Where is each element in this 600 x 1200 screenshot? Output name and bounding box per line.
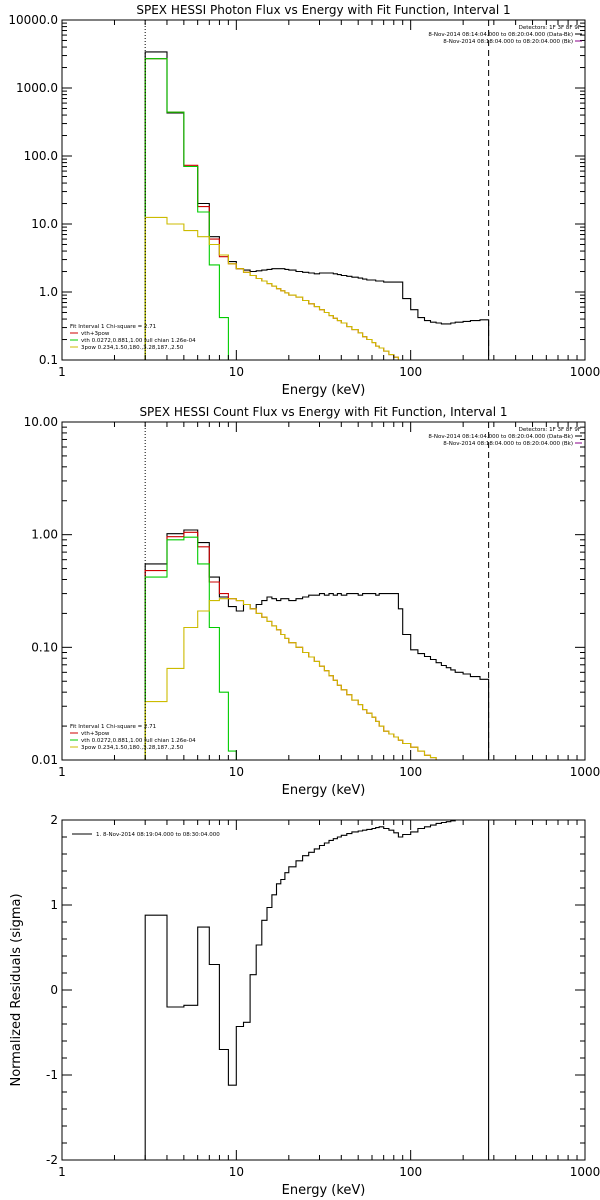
y-tick-label: 10.00 bbox=[24, 415, 58, 429]
residuals-panel: 1 10 100 1000 -2 -1 0 1 2 Energy (keV) Normalized … bbox=[9, 813, 600, 1198]
legend-label: vth+3pow bbox=[81, 731, 110, 737]
x-tick-label: 100 bbox=[399, 1165, 422, 1179]
series-line-0 bbox=[144, 820, 490, 1160]
series-line-2 bbox=[144, 536, 237, 760]
annotation-text: 8-Nov-2014 08:18:04.000 to 08:20:04.000 … bbox=[443, 441, 573, 447]
annotation-text: 8-Nov-2014 08:14:04.000 to 08:20:04.000 … bbox=[428, 434, 573, 440]
series-line-2 bbox=[144, 58, 229, 360]
series-line-3 bbox=[144, 598, 437, 760]
x-tick-label: 1 bbox=[58, 1165, 66, 1179]
plot-frame bbox=[61, 421, 586, 761]
legend-label: vth 0.0272,0.881,1.00 full chian 1.26e-0… bbox=[81, 338, 196, 344]
chart-title: SPEX HESSI Photon Flux vs Energy with Fi… bbox=[136, 3, 510, 17]
x-tick-label: 1 bbox=[58, 365, 66, 379]
x-tick-label: 1000 bbox=[570, 365, 600, 379]
legend-title: Fit Interval 1 Chi-square = 2.71 bbox=[70, 724, 156, 730]
y-tick-label: -1 bbox=[46, 1068, 58, 1082]
y-tick-label: 1 bbox=[50, 898, 58, 912]
y-tick-label: 0.1 bbox=[39, 353, 58, 367]
y-tick-label: 0.01 bbox=[31, 753, 58, 767]
plot-frame bbox=[61, 19, 586, 361]
legend-label: vth+3pow bbox=[81, 331, 110, 337]
plot-frame bbox=[61, 819, 586, 1161]
x-tick-label: 100 bbox=[399, 765, 422, 779]
x-tick-label: 1000 bbox=[570, 765, 600, 779]
series-line-1 bbox=[144, 531, 437, 760]
x-axis-label: Energy (keV) bbox=[282, 1183, 366, 1198]
annotation-text: 8-Nov-2014 08:18:04.000 to 08:20:04.000 … bbox=[443, 39, 573, 45]
y-tick-label: 2 bbox=[50, 813, 58, 827]
x-tick-label: 100 bbox=[399, 365, 422, 379]
legend-label: 3pow 0.234,1.50,180.,3.28,187.,2.50 bbox=[81, 745, 184, 751]
y-tick-label: 10.0 bbox=[31, 217, 58, 231]
annotation-text: Detectors: 1F 3F 8F 9F bbox=[519, 427, 581, 433]
y-tick-label: 1000.0 bbox=[16, 81, 58, 95]
series-line-0 bbox=[144, 51, 490, 360]
annotation-text: 8-Nov-2014 08:14:04.000 to 08:20:04.000 … bbox=[428, 32, 573, 38]
y-tick-label: 0 bbox=[50, 983, 58, 997]
legend-label: 1. 8-Nov-2014 08:19:04.000 to 08:30:04.0… bbox=[96, 832, 220, 838]
y-tick-label: -2 bbox=[46, 1153, 58, 1167]
chart-title: SPEX HESSI Count Flux vs Energy with Fit… bbox=[139, 405, 507, 419]
x-tick-label: 1000 bbox=[570, 1165, 600, 1179]
y-tick-label: 1.00 bbox=[31, 528, 58, 542]
annotation-text: Detectors: 1F 3F 8F 9F bbox=[519, 25, 581, 31]
y-tick-label: 100.0 bbox=[24, 149, 58, 163]
x-axis-label: Energy (keV) bbox=[282, 383, 366, 398]
series-line-1 bbox=[144, 58, 411, 360]
series-line-3 bbox=[144, 216, 411, 360]
legend-label: vth 0.0272,0.881,1.00 full chian 1.26e-0… bbox=[81, 738, 196, 744]
x-tick-label: 1 bbox=[58, 765, 66, 779]
x-tick-label: 10 bbox=[229, 365, 244, 379]
x-axis-label: Energy (keV) bbox=[282, 783, 366, 798]
photon-flux-panel: 1 10 100 1000 0.1 1.0 10.0 100.0 1000.0 10000.0 SP… bbox=[8, 3, 600, 398]
x-tick-label: 10 bbox=[229, 1165, 244, 1179]
x-tick-label: 10 bbox=[229, 765, 244, 779]
legend-title: Fit Interval 1 Chi-square = 2.71 bbox=[70, 324, 156, 330]
y-tick-label: 10000.0 bbox=[8, 13, 58, 27]
count-flux-panel: 1 10 100 1000 0.01 0.10 1.00 10.00 SPEX HESSI Co… bbox=[24, 405, 600, 798]
series-line-0 bbox=[144, 529, 490, 760]
legend-label: 3pow 0.234,1.50,180.,3.28,187.,2.50 bbox=[81, 345, 184, 351]
y-tick-label: 0.10 bbox=[31, 640, 58, 654]
y-tick-label: 1.0 bbox=[39, 285, 58, 299]
y-axis-label: Normalized Residuals (sigma) bbox=[9, 893, 24, 1086]
